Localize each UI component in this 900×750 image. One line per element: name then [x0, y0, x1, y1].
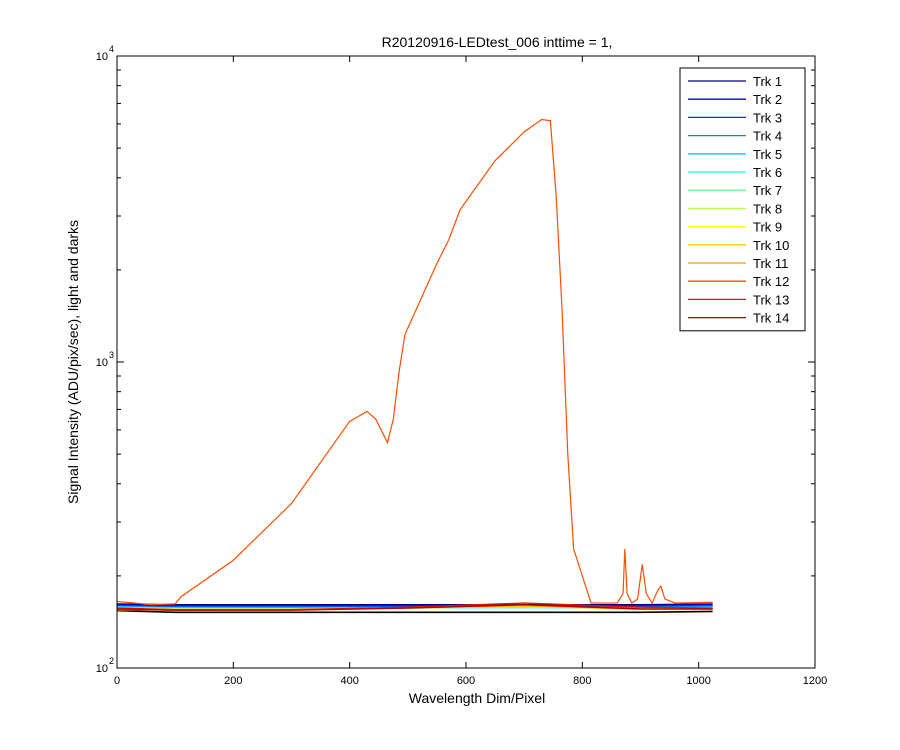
chart-title: R20120916-LEDtest_006 inttime = 1,: [382, 34, 613, 50]
legend-label: Trk 2: [753, 92, 782, 107]
series-layer: [116, 118, 713, 614]
legend: Trk 1 Trk 2 Trk 3 Trk 4 Trk 5 Trk 6 Trk 7 Trk 8…: [679, 67, 806, 332]
x-tick-label: 0: [114, 675, 120, 687]
x-tick-label: 800: [573, 675, 591, 687]
x-tick-label: 1000: [686, 675, 710, 687]
series-line-dark-floor: [116, 609, 713, 614]
legend-label: Trk 7: [753, 183, 782, 198]
y-tick-label-exponent: 3: [109, 350, 114, 360]
x-tick-label: 200: [224, 675, 242, 687]
legend-label: Trk 11: [753, 256, 788, 271]
y-axis-label: Signal Intensity (ADU/pix/sec), light an…: [65, 220, 81, 504]
series-line-trk-2: [116, 604, 713, 607]
legend-label: Trk 3: [753, 110, 782, 125]
series-line-trk-14: [116, 604, 713, 611]
legend-label: Trk 9: [753, 220, 782, 235]
legend-label: Trk 14: [753, 311, 789, 326]
legend-label: Trk 5: [753, 147, 782, 162]
legend-label: Trk 4: [753, 129, 782, 144]
series-line-trk-3: [116, 604, 713, 608]
x-tick-label: 1200: [803, 675, 827, 687]
x-tick-label: 600: [457, 675, 475, 687]
series-line-trk-12: [116, 118, 713, 606]
legend-box: [679, 67, 806, 332]
y-tick-label-base: 10: [96, 663, 108, 675]
x-axis-label: Wavelength Dim/Pixel: [409, 690, 545, 706]
legend-label: Trk 13: [753, 292, 789, 307]
y-tick-label-exponent: 2: [109, 656, 114, 666]
legend-label: Trk 6: [753, 165, 782, 180]
y-tick-label-base: 10: [96, 357, 108, 369]
legend-label: Trk 8: [753, 201, 782, 216]
y-tick-label-base: 10: [96, 51, 108, 63]
series-line-trk-1: [116, 603, 713, 606]
legend-label: Trk 1: [753, 74, 782, 89]
x-tick-label: 400: [340, 675, 358, 687]
y-tick-label-exponent: 4: [109, 44, 114, 54]
legend-label: Trk 10: [753, 238, 789, 253]
legend-label: Trk 12: [753, 274, 789, 289]
